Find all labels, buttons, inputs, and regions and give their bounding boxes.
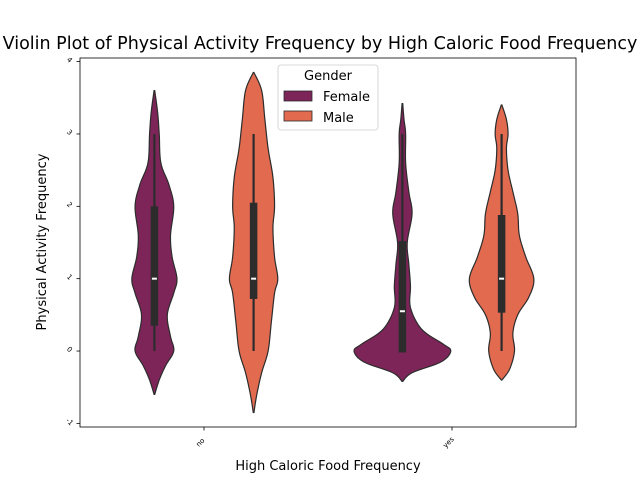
x-tick-label-no: no <box>195 437 207 449</box>
plot-area-frame <box>79 57 577 428</box>
y-tick-label: 0 <box>65 345 74 354</box>
x-tick-label-yes: yes <box>441 435 455 449</box>
y-tick-label: 4 <box>65 56 74 65</box>
iqr-box-male-no <box>249 202 258 299</box>
legend-swatch-female <box>283 90 313 102</box>
x-axis: no yes <box>195 427 456 450</box>
y-axis-label: Physical Activity Frequency <box>35 153 50 330</box>
median-female-yes <box>399 310 405 313</box>
legend-swatch-male <box>283 110 313 122</box>
chart-title: Violin Plot of Physical Activity Frequen… <box>3 34 638 54</box>
y-axis: -1 0 1 2 3 4 <box>64 56 80 427</box>
median-male-yes <box>499 277 505 280</box>
median-male-no <box>251 277 257 280</box>
iqr-box-female-yes <box>398 241 407 353</box>
iqr-box-male-yes <box>497 215 506 313</box>
legend-label-female: Female <box>323 90 370 105</box>
y-tick-label: 3 <box>65 128 74 137</box>
y-tick-label: -1 <box>64 417 75 428</box>
violins-layer <box>131 71 535 414</box>
x-axis-label: High Caloric Food Frequency <box>235 459 421 474</box>
legend-label-male: Male <box>323 111 354 126</box>
y-tick-label: 1 <box>65 273 74 282</box>
legend-title: Gender <box>304 69 353 84</box>
legend: Gender Female Male <box>277 64 379 131</box>
y-tick-label: 2 <box>65 201 74 210</box>
median-female-no <box>151 277 157 280</box>
iqr-box-female-no <box>150 206 159 326</box>
